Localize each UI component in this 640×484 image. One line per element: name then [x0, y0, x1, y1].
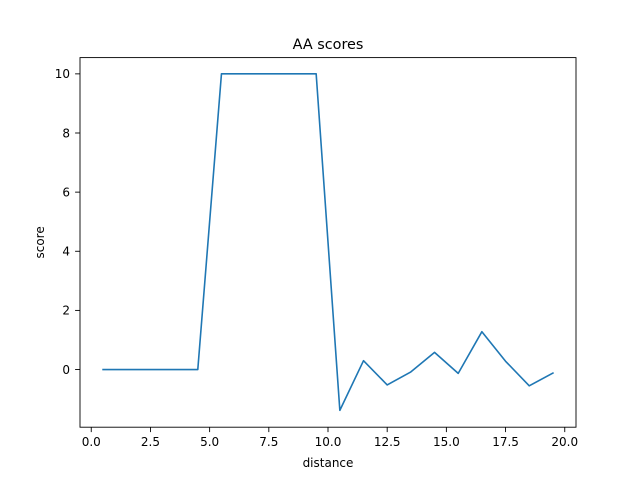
- x-tick-label: 17.5: [492, 435, 519, 449]
- y-axis-label: score: [33, 226, 47, 258]
- y-tick-label: 8: [62, 126, 70, 140]
- y-axis-ticks: 0 2 4 6 8 10: [55, 67, 80, 377]
- series-layer: [102, 73, 555, 412]
- plot-area-frame: [79, 57, 577, 428]
- x-tick-label: 12.5: [374, 435, 401, 449]
- x-tick-label: 5.0: [200, 435, 219, 449]
- series-line: [102, 73, 555, 412]
- y-tick-label: 6: [62, 185, 70, 199]
- chart-title: AA scores: [293, 37, 364, 53]
- x-axis-label: distance: [303, 456, 354, 470]
- x-tick-label: 2.5: [141, 435, 160, 449]
- y-tick-label: 4: [62, 245, 70, 259]
- y-tick-label: 0: [62, 363, 70, 377]
- x-tick-label: 20.0: [551, 435, 578, 449]
- x-tick-label: 15.0: [433, 435, 460, 449]
- y-tick-label: 10: [55, 67, 70, 81]
- y-tick-label: 2: [62, 304, 70, 318]
- x-tick-label: 0.0: [82, 435, 101, 449]
- x-tick-label: 10.0: [315, 435, 342, 449]
- x-axis-ticks: 0.0 2.5 5.0 7.5 10.0 12.5 15.0 17.5 20.0: [82, 427, 578, 449]
- x-tick-label: 7.5: [259, 435, 278, 449]
